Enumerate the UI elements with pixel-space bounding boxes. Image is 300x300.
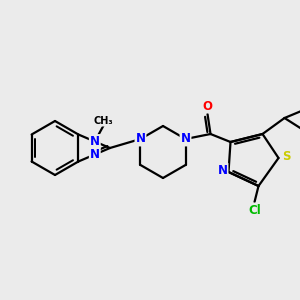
Text: S: S xyxy=(282,149,291,163)
Text: Cl: Cl xyxy=(248,203,261,217)
Text: CH₃: CH₃ xyxy=(94,116,113,126)
Text: O: O xyxy=(202,100,212,112)
Text: N: N xyxy=(136,133,146,146)
Text: N: N xyxy=(90,135,100,148)
Text: N: N xyxy=(90,148,100,161)
Text: N: N xyxy=(218,164,227,176)
Text: N: N xyxy=(181,133,190,146)
